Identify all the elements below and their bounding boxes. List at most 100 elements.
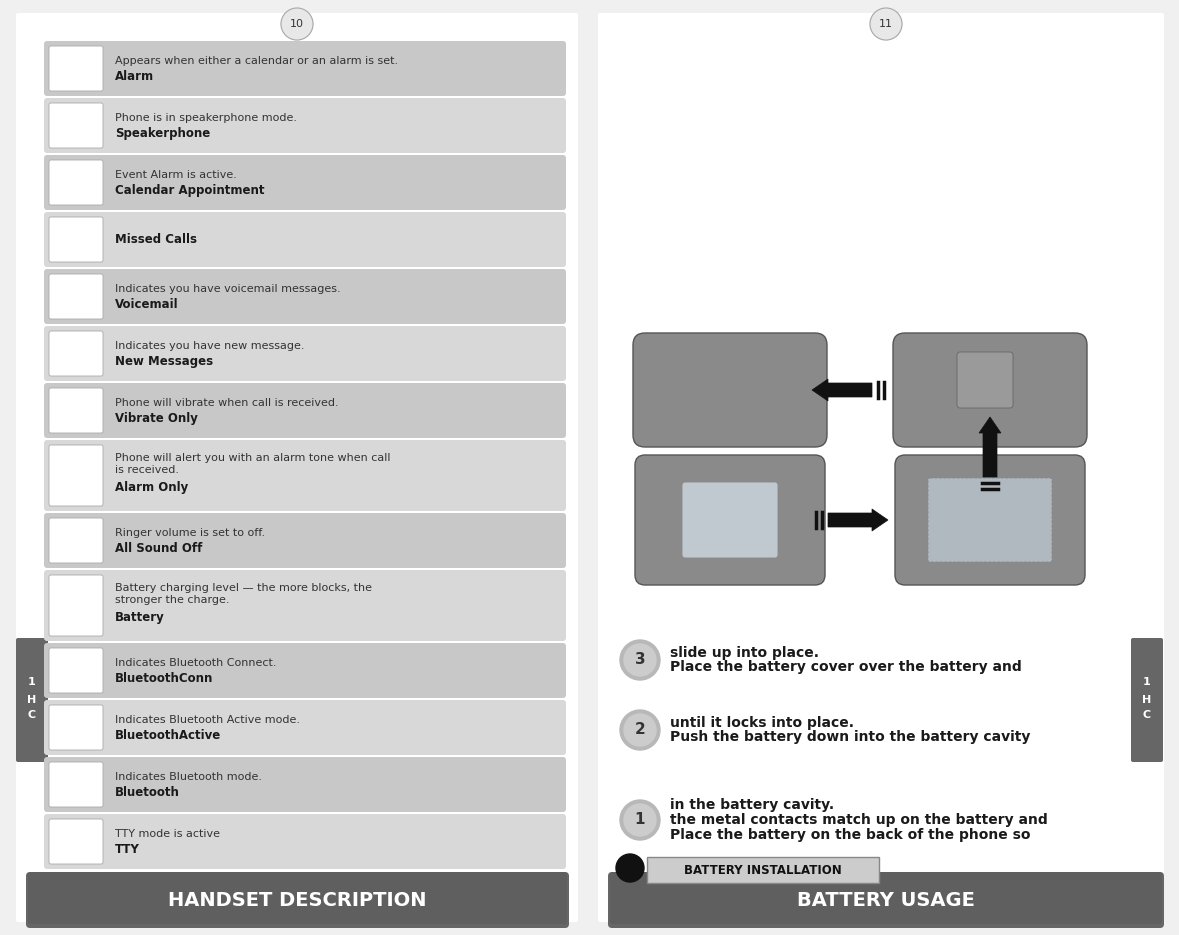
FancyBboxPatch shape <box>44 155 566 210</box>
FancyBboxPatch shape <box>44 212 566 267</box>
FancyArrow shape <box>979 417 1001 477</box>
FancyBboxPatch shape <box>44 98 566 153</box>
Text: Alarm Only: Alarm Only <box>116 481 189 494</box>
Circle shape <box>620 640 660 680</box>
FancyArrow shape <box>812 379 872 401</box>
FancyBboxPatch shape <box>50 388 103 433</box>
Text: BATTERY INSTALLATION: BATTERY INSTALLATION <box>684 864 842 876</box>
Text: Ringer volume is set to off.: Ringer volume is set to off. <box>116 527 265 538</box>
Circle shape <box>615 854 644 882</box>
Text: Push the battery down into the battery cavity: Push the battery down into the battery c… <box>670 730 1030 744</box>
FancyBboxPatch shape <box>610 872 1162 924</box>
Text: TTY mode is active: TTY mode is active <box>116 828 220 839</box>
FancyBboxPatch shape <box>44 700 566 755</box>
FancyBboxPatch shape <box>928 478 1052 562</box>
FancyBboxPatch shape <box>893 333 1087 447</box>
FancyBboxPatch shape <box>608 872 1164 928</box>
FancyBboxPatch shape <box>50 648 103 693</box>
FancyBboxPatch shape <box>44 570 566 641</box>
FancyBboxPatch shape <box>50 103 103 148</box>
Text: 10: 10 <box>290 19 304 29</box>
Text: H: H <box>1142 695 1152 705</box>
FancyBboxPatch shape <box>28 872 567 924</box>
Text: Battery: Battery <box>116 611 165 624</box>
Text: Bluetooth: Bluetooth <box>116 786 180 798</box>
Text: Phone will vibrate when call is received.: Phone will vibrate when call is received… <box>116 397 338 408</box>
FancyBboxPatch shape <box>50 331 103 376</box>
Text: 1: 1 <box>28 677 35 687</box>
Text: C: C <box>28 710 37 720</box>
FancyBboxPatch shape <box>50 445 103 506</box>
FancyBboxPatch shape <box>50 160 103 205</box>
Text: Appears when either a calendar or an alarm is set.: Appears when either a calendar or an ala… <box>116 55 399 65</box>
Text: Event Alarm is active.: Event Alarm is active. <box>116 169 237 180</box>
Text: Calendar Appointment: Calendar Appointment <box>116 184 264 197</box>
Text: 1: 1 <box>634 813 645 827</box>
Text: TTY: TTY <box>116 843 140 856</box>
FancyBboxPatch shape <box>598 13 1164 922</box>
FancyBboxPatch shape <box>44 440 566 511</box>
Text: Indicates you have new message.: Indicates you have new message. <box>116 340 304 351</box>
Text: Missed Calls: Missed Calls <box>116 233 197 246</box>
Text: Indicates you have voicemail messages.: Indicates you have voicemail messages. <box>116 283 341 294</box>
FancyBboxPatch shape <box>17 638 48 762</box>
FancyBboxPatch shape <box>50 217 103 262</box>
Text: 11: 11 <box>880 19 893 29</box>
Text: Place the battery cover over the battery and: Place the battery cover over the battery… <box>670 660 1022 674</box>
Text: Phone will alert you with an alarm tone when call
is received.: Phone will alert you with an alarm tone … <box>116 453 390 475</box>
Circle shape <box>870 8 902 40</box>
Circle shape <box>281 8 312 40</box>
FancyBboxPatch shape <box>44 269 566 324</box>
Circle shape <box>624 644 656 676</box>
FancyBboxPatch shape <box>44 41 566 96</box>
FancyBboxPatch shape <box>44 757 566 812</box>
Text: 3: 3 <box>634 653 645 668</box>
FancyBboxPatch shape <box>50 762 103 807</box>
FancyBboxPatch shape <box>50 575 103 636</box>
Text: Indicates Bluetooth Connect.: Indicates Bluetooth Connect. <box>116 657 277 668</box>
Text: in the battery cavity.: in the battery cavity. <box>670 798 834 812</box>
Text: Place the battery on the back of the phone so: Place the battery on the back of the pho… <box>670 828 1030 842</box>
Text: BluetoothActive: BluetoothActive <box>116 729 222 742</box>
Text: Alarm: Alarm <box>116 70 154 83</box>
FancyBboxPatch shape <box>957 352 1013 408</box>
FancyBboxPatch shape <box>50 46 103 91</box>
FancyBboxPatch shape <box>1131 638 1162 762</box>
Text: Speakerphone: Speakerphone <box>116 127 210 140</box>
Text: 1: 1 <box>1144 677 1151 687</box>
Text: C: C <box>1142 710 1151 720</box>
FancyBboxPatch shape <box>44 814 566 869</box>
FancyBboxPatch shape <box>647 857 880 883</box>
Text: 2: 2 <box>634 723 645 738</box>
FancyBboxPatch shape <box>50 274 103 319</box>
FancyBboxPatch shape <box>681 482 778 558</box>
Circle shape <box>620 800 660 840</box>
Text: slide up into place.: slide up into place. <box>670 645 819 659</box>
Text: Battery charging level — the more blocks, the
stronger the charge.: Battery charging level — the more blocks… <box>116 583 373 605</box>
FancyBboxPatch shape <box>26 872 569 928</box>
Text: All Sound Off: All Sound Off <box>116 542 203 555</box>
Text: BluetoothConn: BluetoothConn <box>116 672 213 685</box>
Text: Phone is in speakerphone mode.: Phone is in speakerphone mode. <box>116 112 297 122</box>
Text: H: H <box>27 695 37 705</box>
FancyBboxPatch shape <box>895 455 1085 585</box>
FancyBboxPatch shape <box>50 518 103 563</box>
FancyBboxPatch shape <box>50 705 103 750</box>
FancyBboxPatch shape <box>633 333 826 447</box>
FancyArrow shape <box>828 509 888 531</box>
FancyBboxPatch shape <box>44 326 566 381</box>
Text: New Messages: New Messages <box>116 355 213 368</box>
Circle shape <box>620 710 660 750</box>
Text: Vibrate Only: Vibrate Only <box>116 412 198 424</box>
Text: BATTERY USAGE: BATTERY USAGE <box>797 890 975 910</box>
Text: HANDSET DESCRIPTION: HANDSET DESCRIPTION <box>167 890 427 910</box>
Text: until it locks into place.: until it locks into place. <box>670 715 854 729</box>
FancyBboxPatch shape <box>50 819 103 864</box>
FancyBboxPatch shape <box>44 513 566 568</box>
Text: Indicates Bluetooth Active mode.: Indicates Bluetooth Active mode. <box>116 714 299 725</box>
FancyBboxPatch shape <box>44 383 566 438</box>
Text: the metal contacts match up on the battery and: the metal contacts match up on the batte… <box>670 813 1048 827</box>
FancyBboxPatch shape <box>635 455 825 585</box>
Text: Voicemail: Voicemail <box>116 298 179 311</box>
Circle shape <box>624 804 656 836</box>
